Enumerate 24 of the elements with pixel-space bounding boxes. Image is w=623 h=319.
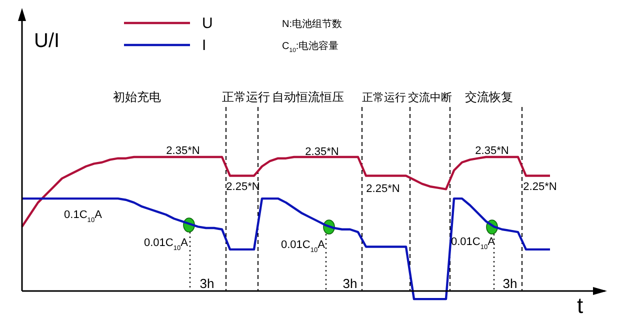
text: 正常运行	[222, 90, 270, 104]
text: 自动恒流恒压	[272, 90, 344, 104]
annotation: 0.01C$_{10}$A	[144, 237, 189, 252]
x-axis-title: t	[576, 293, 584, 318]
annotation: 3h	[200, 276, 214, 291]
text: 2.35*N	[475, 145, 509, 157]
text: C$_{10}$:电池容量	[282, 40, 339, 54]
annotation: 0.1C$_{10}$A	[64, 209, 103, 224]
annotation: 2.25*N	[366, 183, 400, 195]
annotation: 2.25*N	[226, 181, 260, 193]
text: 交流恢复	[465, 90, 513, 104]
text: U/I	[34, 30, 60, 52]
legend-label: U	[202, 15, 213, 32]
annotation: 0.01C$_{10}$A	[280, 239, 326, 254]
text: 正常运行	[362, 91, 406, 104]
annotation: 3h	[342, 276, 358, 291]
text: 初始充电	[113, 90, 161, 104]
annotation: 3h	[502, 276, 518, 291]
legend-label: I	[202, 37, 206, 54]
annotation: 2.35*N	[305, 146, 339, 158]
annotation: 2.25*N	[523, 181, 557, 193]
text: 2.35*N	[166, 145, 200, 157]
text: 交流中断	[408, 91, 452, 104]
text: N:电池组节数	[282, 18, 342, 30]
